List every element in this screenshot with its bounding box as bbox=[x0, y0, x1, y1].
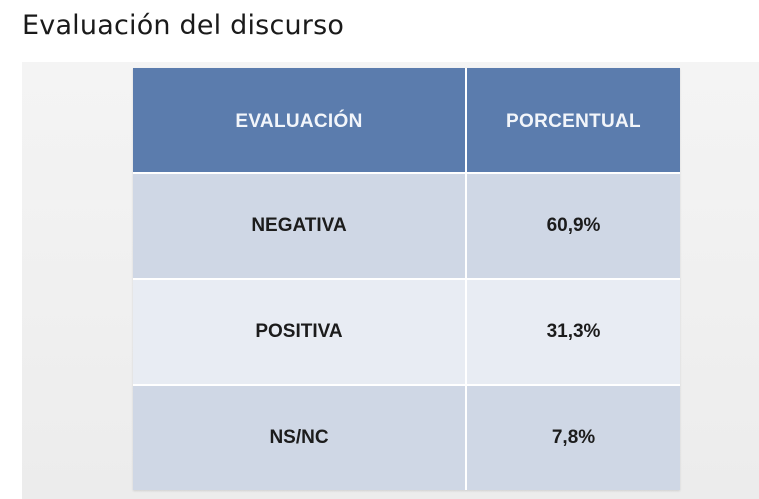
column-header-evaluacion: EVALUACIÓN bbox=[133, 68, 466, 173]
column-header-evaluacion-label: EVALUACIÓN bbox=[235, 111, 363, 132]
cell-porcentual: 7,8% bbox=[465, 384, 680, 490]
table-header-row: EVALUACIÓN PORCENTUAL bbox=[133, 68, 680, 173]
evaluation-table: EVALUACIÓN PORCENTUAL NEGATIVA 60,9% POS… bbox=[133, 68, 680, 490]
page-title: Evaluación del discurso bbox=[22, 10, 345, 41]
cell-porcentual: 60,9% bbox=[465, 172, 680, 279]
cell-evaluacion: NEGATIVA bbox=[133, 172, 466, 279]
table-row: NEGATIVA 60,9% bbox=[133, 172, 680, 279]
table-row: NS/NC 7,8% bbox=[133, 384, 680, 490]
column-header-porcentual: PORCENTUAL bbox=[465, 68, 680, 173]
cell-porcentual: 31,3% bbox=[465, 278, 680, 385]
cell-evaluacion: NS/NC bbox=[133, 384, 466, 490]
column-header-porcentual-label: PORCENTUAL bbox=[506, 111, 641, 132]
cell-evaluacion: POSITIVA bbox=[133, 278, 466, 385]
table-row: POSITIVA 31,3% bbox=[133, 278, 680, 385]
